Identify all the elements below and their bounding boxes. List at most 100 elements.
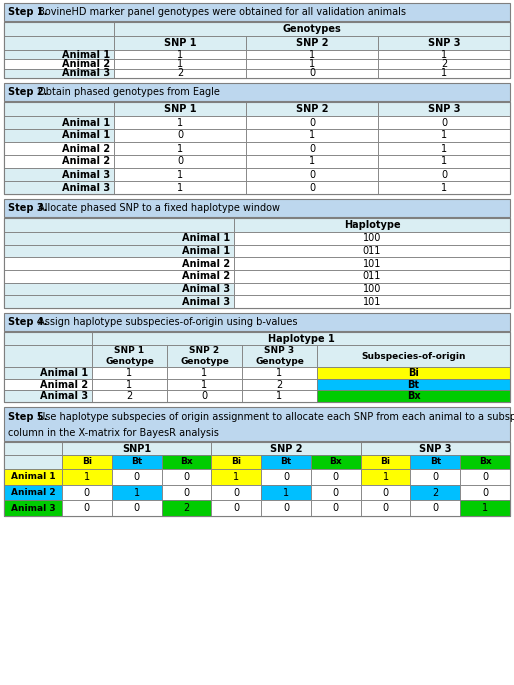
Text: 2: 2 xyxy=(126,391,133,401)
Bar xyxy=(246,155,378,168)
Bar xyxy=(4,367,92,379)
Text: 0: 0 xyxy=(382,488,389,497)
Text: Animal 2: Animal 2 xyxy=(11,488,56,497)
Text: SNP1: SNP1 xyxy=(122,443,151,453)
Bar xyxy=(161,455,211,469)
Bar xyxy=(411,469,460,485)
Bar xyxy=(378,36,510,50)
Bar xyxy=(361,500,411,516)
Bar xyxy=(4,379,92,390)
Text: Bi: Bi xyxy=(408,368,419,378)
Text: Use haplotype subspecies of origin assignment to allocate each SNP from each ani: Use haplotype subspecies of origin assig… xyxy=(35,412,514,421)
Text: 1: 1 xyxy=(84,472,90,482)
Bar xyxy=(4,36,114,50)
Text: SNP 3: SNP 3 xyxy=(428,104,460,114)
Text: 1: 1 xyxy=(177,59,183,69)
Text: 1: 1 xyxy=(441,156,447,166)
Text: Bi: Bi xyxy=(82,458,92,466)
Bar xyxy=(4,442,62,455)
Bar xyxy=(317,345,510,367)
Bar xyxy=(4,22,114,36)
Bar xyxy=(114,155,246,168)
Bar xyxy=(4,332,92,345)
Text: 1: 1 xyxy=(441,50,447,60)
Text: 0: 0 xyxy=(482,472,488,482)
Text: 1: 1 xyxy=(309,131,315,140)
Bar xyxy=(211,469,261,485)
Bar xyxy=(4,232,234,245)
Text: 0: 0 xyxy=(134,472,140,482)
Text: 1: 1 xyxy=(309,156,315,166)
Text: Bx: Bx xyxy=(180,458,193,466)
Text: 101: 101 xyxy=(363,297,381,307)
Text: 1: 1 xyxy=(126,368,133,378)
Text: Step 4.: Step 4. xyxy=(8,317,47,327)
Text: 1: 1 xyxy=(441,68,447,78)
Bar xyxy=(361,455,411,469)
Bar xyxy=(211,455,261,469)
Bar xyxy=(112,469,161,485)
Bar xyxy=(246,129,378,142)
Text: 1: 1 xyxy=(177,50,183,60)
Bar xyxy=(378,142,510,155)
Text: Bi: Bi xyxy=(380,458,391,466)
Bar xyxy=(4,345,92,367)
Bar xyxy=(246,36,378,50)
Bar xyxy=(246,68,378,78)
Text: Step 5.: Step 5. xyxy=(8,412,47,421)
Bar xyxy=(378,168,510,181)
Text: 1: 1 xyxy=(126,379,133,390)
Text: 0: 0 xyxy=(283,472,289,482)
Text: 1: 1 xyxy=(441,131,447,140)
Text: 2: 2 xyxy=(183,503,190,513)
Text: Bt: Bt xyxy=(280,458,291,466)
Bar xyxy=(261,469,311,485)
Bar xyxy=(92,332,510,345)
Bar xyxy=(114,181,246,194)
Text: Animal 3: Animal 3 xyxy=(40,391,88,401)
Text: Assign haplotype subspecies-of-origin using b-values: Assign haplotype subspecies-of-origin us… xyxy=(35,317,298,327)
Text: 1: 1 xyxy=(233,472,240,482)
Bar xyxy=(361,485,411,500)
Bar xyxy=(361,442,510,455)
Bar xyxy=(311,485,361,500)
Bar xyxy=(246,102,378,116)
Text: Animal 3: Animal 3 xyxy=(62,68,110,78)
Text: 1: 1 xyxy=(382,472,389,482)
Text: Animal 2: Animal 2 xyxy=(182,259,230,269)
Bar xyxy=(311,469,361,485)
Text: 1: 1 xyxy=(177,169,183,179)
Bar xyxy=(4,485,62,500)
Text: SNP 1: SNP 1 xyxy=(164,104,196,114)
Text: column in the X-matrix for BayesR analysis: column in the X-matrix for BayesR analys… xyxy=(8,427,219,438)
Bar xyxy=(161,469,211,485)
Text: SNP 3: SNP 3 xyxy=(419,443,452,453)
Bar xyxy=(167,345,242,367)
Bar xyxy=(234,270,510,283)
Bar xyxy=(242,367,317,379)
Text: 1: 1 xyxy=(309,59,315,69)
Bar xyxy=(234,283,510,295)
Bar xyxy=(411,485,460,500)
Bar xyxy=(246,181,378,194)
Bar xyxy=(378,155,510,168)
Bar xyxy=(378,60,510,68)
Bar xyxy=(242,390,317,402)
Text: 0: 0 xyxy=(309,68,315,78)
Text: 1: 1 xyxy=(201,379,208,390)
Text: 1: 1 xyxy=(177,182,183,192)
Bar xyxy=(211,500,261,516)
Bar xyxy=(62,442,211,455)
Bar xyxy=(378,68,510,78)
Text: 011: 011 xyxy=(363,271,381,282)
Bar xyxy=(411,500,460,516)
Text: 2: 2 xyxy=(441,59,447,69)
Text: 0: 0 xyxy=(382,503,389,513)
Text: SNP 3: SNP 3 xyxy=(428,38,460,48)
Bar xyxy=(92,379,167,390)
Bar xyxy=(246,168,378,181)
Bar xyxy=(4,500,62,516)
Text: SNP 1
Genotype: SNP 1 Genotype xyxy=(105,347,154,366)
Text: 011: 011 xyxy=(363,246,381,256)
Text: 0: 0 xyxy=(177,131,183,140)
